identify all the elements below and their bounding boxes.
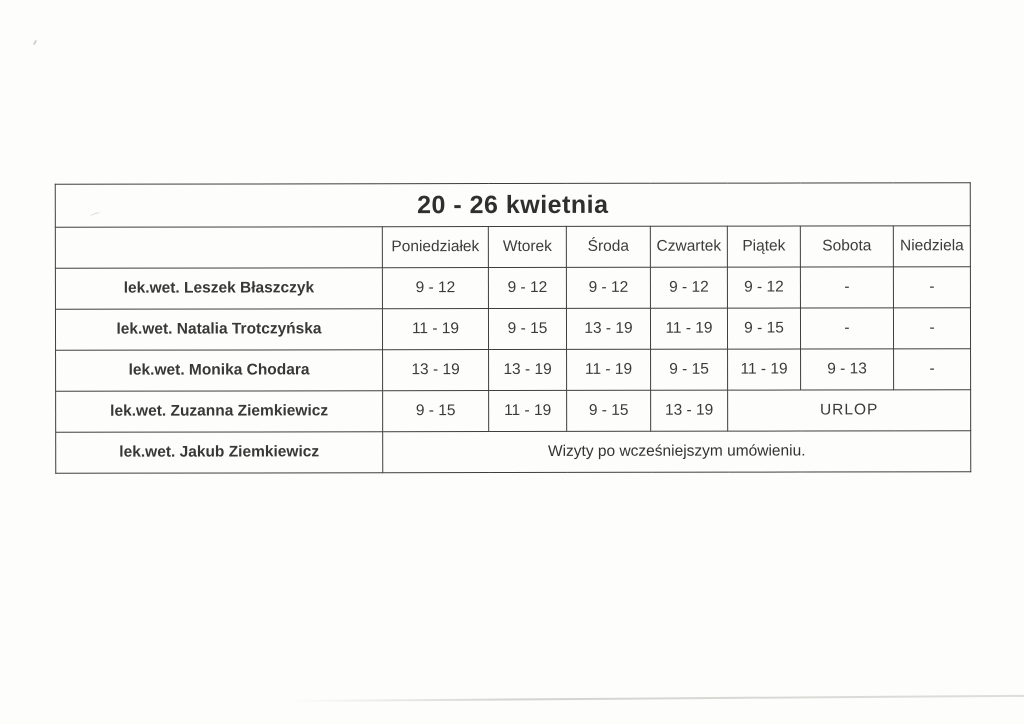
schedule-cell: - [800,266,894,308]
schedule-cell: 9 - 12 [382,267,489,309]
day-header-thursday: Czwartek [650,226,728,268]
doctor-name-cell: lek.wet. Jakub Ziemkiewicz [55,431,383,474]
schedule-cell: 9 - 13 [800,348,894,390]
table-row: lek.wet. Natalia Trotczyńska 11 - 19 9 -… [55,307,971,351]
schedule-cell: 9 - 15 [727,307,801,350]
schedule-cell: 9 - 15 [382,390,489,432]
schedule-cell: 9 - 12 [566,267,651,309]
day-header-saturday: Sobota [800,225,894,267]
table-row: lek.wet. Zuzanna Ziemkiewicz 9 - 15 11 -… [55,389,971,433]
schedule-cell: 13 - 19 [650,390,728,432]
schedule-cell: 11 - 19 [382,308,489,350]
table-row: lek.wet. Monika Chodara 13 - 19 13 - 19 … [55,348,971,392]
doctor-name-cell: lek.wet. Monika Chodara [55,349,383,392]
schedule-cell: 9 - 15 [566,390,651,432]
day-header-row: Poniedziałek Wtorek Środa Czwartek Piąte… [55,225,971,269]
doctor-name-cell: lek.wet. Natalia Trotczyńska [55,308,383,351]
doctor-name-cell: lek.wet. Zuzanna Ziemkiewicz [55,390,383,433]
day-header-monday: Poniedziałek [382,226,489,268]
schedule-cell: 9 - 15 [650,349,728,391]
schedule-cell: 13 - 19 [382,349,489,391]
schedule-cell: 11 - 19 [566,349,651,391]
table-title-row: 20 - 26 kwietnia [55,182,971,228]
day-header-friday: Piątek [727,225,801,268]
day-header-wednesday: Środa [566,226,651,268]
schedule-cell: - [800,307,894,349]
vacation-cell: URLOP [727,389,971,432]
table-row: lek.wet. Leszek Błaszczyk 9 - 12 9 - 12 … [55,266,971,310]
day-header-sunday: Niedziela [893,225,971,267]
appointment-note-cell: Wizyty po wcześniejszym umówieniu. [382,430,971,473]
schedule-cell: - [893,266,971,308]
day-header-tuesday: Wtorek [488,226,567,268]
schedule-cell: 9 - 12 [727,266,801,309]
schedule-cell: 9 - 12 [488,267,567,309]
schedule-cell: - [893,348,971,390]
schedule-cell: 9 - 15 [488,308,567,350]
schedule-cell: 13 - 19 [566,308,651,350]
schedule-cell: 13 - 19 [488,349,567,391]
scan-edge-artifact [287,694,1024,702]
scan-speck-artifact [32,39,38,46]
schedule-table: 20 - 26 kwietnia Poniedziałek Wtorek Śro… [55,182,972,474]
schedule-cell: 11 - 19 [727,348,801,391]
schedule-cell: 11 - 19 [488,390,567,432]
doctor-name-cell: lek.wet. Leszek Błaszczyk [55,267,383,310]
schedule-title: 20 - 26 kwietnia [55,182,971,228]
schedule-cell: 11 - 19 [650,308,728,350]
schedule-cell: 9 - 12 [650,267,728,309]
schedule-cell: - [893,307,971,349]
empty-corner-cell [55,226,383,269]
table-row: lek.wet. Jakub Ziemkiewicz Wizyty po wcz… [55,430,971,474]
